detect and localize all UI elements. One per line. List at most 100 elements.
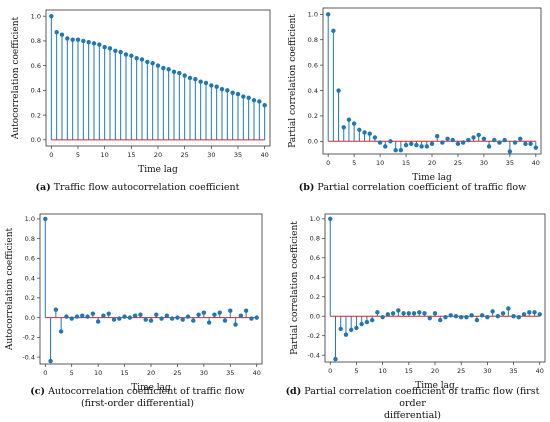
x-axis-label: Time lag (131, 383, 171, 393)
data-point (471, 135, 476, 140)
data-point (516, 315, 522, 320)
data-point (417, 310, 422, 315)
x-tick-label: 15 (127, 151, 135, 159)
data-point (351, 121, 357, 126)
caption-c: (c) Autocorrelation coefficient of traff… (5, 386, 270, 410)
data-point (127, 315, 133, 320)
data-point (406, 311, 412, 316)
x-tick-label: 20 (154, 151, 162, 159)
data-point (80, 313, 85, 318)
data-point (241, 94, 246, 99)
data-point (445, 136, 450, 141)
data-point (150, 60, 155, 66)
data-point (346, 117, 352, 122)
x-axis-label: Time lag (138, 165, 178, 175)
caption-b-letter: (b) (298, 182, 315, 193)
data-point (132, 313, 138, 318)
data-point (469, 313, 474, 318)
chart-d-svg: 0 5 10 15 20 25 30 35 40 -0.4 -0.2 0.0 0.2 0.4 0.6 0.8 1… (290, 213, 546, 391)
data-point (518, 136, 523, 141)
data-point (97, 42, 102, 47)
y-axis-label: Autocorrelation coefficient (5, 227, 15, 351)
data-point (177, 70, 182, 76)
y-tick-label: 0.4 (31, 87, 41, 95)
data-point (338, 326, 343, 332)
x-tick-label: 10 (101, 151, 109, 159)
data-point (48, 358, 53, 364)
data-point (375, 310, 380, 315)
data-point (257, 99, 262, 104)
y-tick-label: 0.6 (308, 61, 318, 69)
data-point (169, 316, 175, 321)
data-point (129, 53, 134, 58)
data-point (43, 216, 48, 222)
data-point (155, 63, 161, 68)
data-point (507, 149, 513, 154)
x-tick-label: 25 (457, 367, 465, 375)
data-point (123, 52, 129, 57)
data-point (502, 137, 507, 143)
data-point (398, 147, 404, 153)
data-point (325, 12, 331, 17)
data-point (481, 136, 487, 141)
data-point (354, 325, 359, 331)
data-point (238, 313, 244, 318)
x-tick-label: 40 (253, 369, 261, 377)
data-point (409, 141, 414, 147)
data-point (65, 36, 70, 41)
chart-panel-d: 0 5 10 15 20 25 30 35 40 -0.4 -0.2 0.0 0.2 0.4 0.6 0.8 1… (275, 210, 550, 421)
y-tick-label: 0.6 (31, 62, 41, 70)
data-point (453, 314, 459, 319)
data-point (254, 315, 259, 320)
data-point (235, 91, 241, 97)
data-point (411, 311, 417, 316)
data-point (86, 39, 91, 45)
data-point (201, 310, 207, 315)
data-point (185, 314, 191, 319)
data-point (438, 317, 443, 323)
data-point (429, 141, 435, 147)
y-axis-label: Autocorrelation coefficient (11, 16, 21, 140)
data-point (219, 86, 225, 92)
y-tick-label: 0.8 (31, 37, 41, 45)
y-axis-label: Partial correlation coefficient (290, 221, 300, 355)
data-point (182, 73, 187, 78)
y-tick-label: -0.2 (22, 334, 35, 342)
data-point (393, 147, 398, 153)
data-point (424, 144, 430, 149)
data-point (492, 137, 497, 143)
data-point (75, 37, 81, 42)
data-point (455, 141, 461, 147)
data-point (161, 65, 166, 71)
x-tick-label: 35 (226, 369, 234, 377)
x-tick-label: 40 (261, 151, 269, 159)
data-point (485, 315, 490, 320)
data-point (341, 125, 346, 130)
x-tick-label: 30 (200, 369, 208, 377)
x-tick-label: 0 (43, 369, 47, 377)
x-tick-label: 25 (173, 369, 181, 377)
chart-b-svg: 0 5 10 15 20 25 30 35 40 0.0 0.2 0.4 0.6 0.8 1.0 Time l… (288, 7, 542, 183)
y-tick-label: 0.0 (310, 313, 320, 321)
data-point (440, 140, 445, 145)
data-point (101, 313, 106, 318)
data-point (333, 356, 338, 362)
data-point (134, 56, 139, 61)
data-point (154, 312, 159, 317)
data-point (106, 311, 111, 316)
data-point (512, 140, 518, 145)
data-point (102, 44, 107, 50)
data-point (528, 141, 533, 147)
data-point (458, 315, 464, 320)
x-tick-label: 15 (402, 159, 410, 167)
x-tick-label: 20 (147, 369, 155, 377)
y-tick-label: 0.2 (31, 111, 41, 119)
caption-b: (b) Partial correlation coefficient of t… (275, 182, 550, 194)
data-point (422, 311, 427, 316)
data-point (450, 137, 455, 143)
data-point (222, 318, 228, 323)
data-point (228, 308, 233, 313)
x-tick-label: 30 (480, 159, 488, 167)
caption-c-letter: (c) (30, 386, 46, 397)
data-point (58, 329, 64, 334)
